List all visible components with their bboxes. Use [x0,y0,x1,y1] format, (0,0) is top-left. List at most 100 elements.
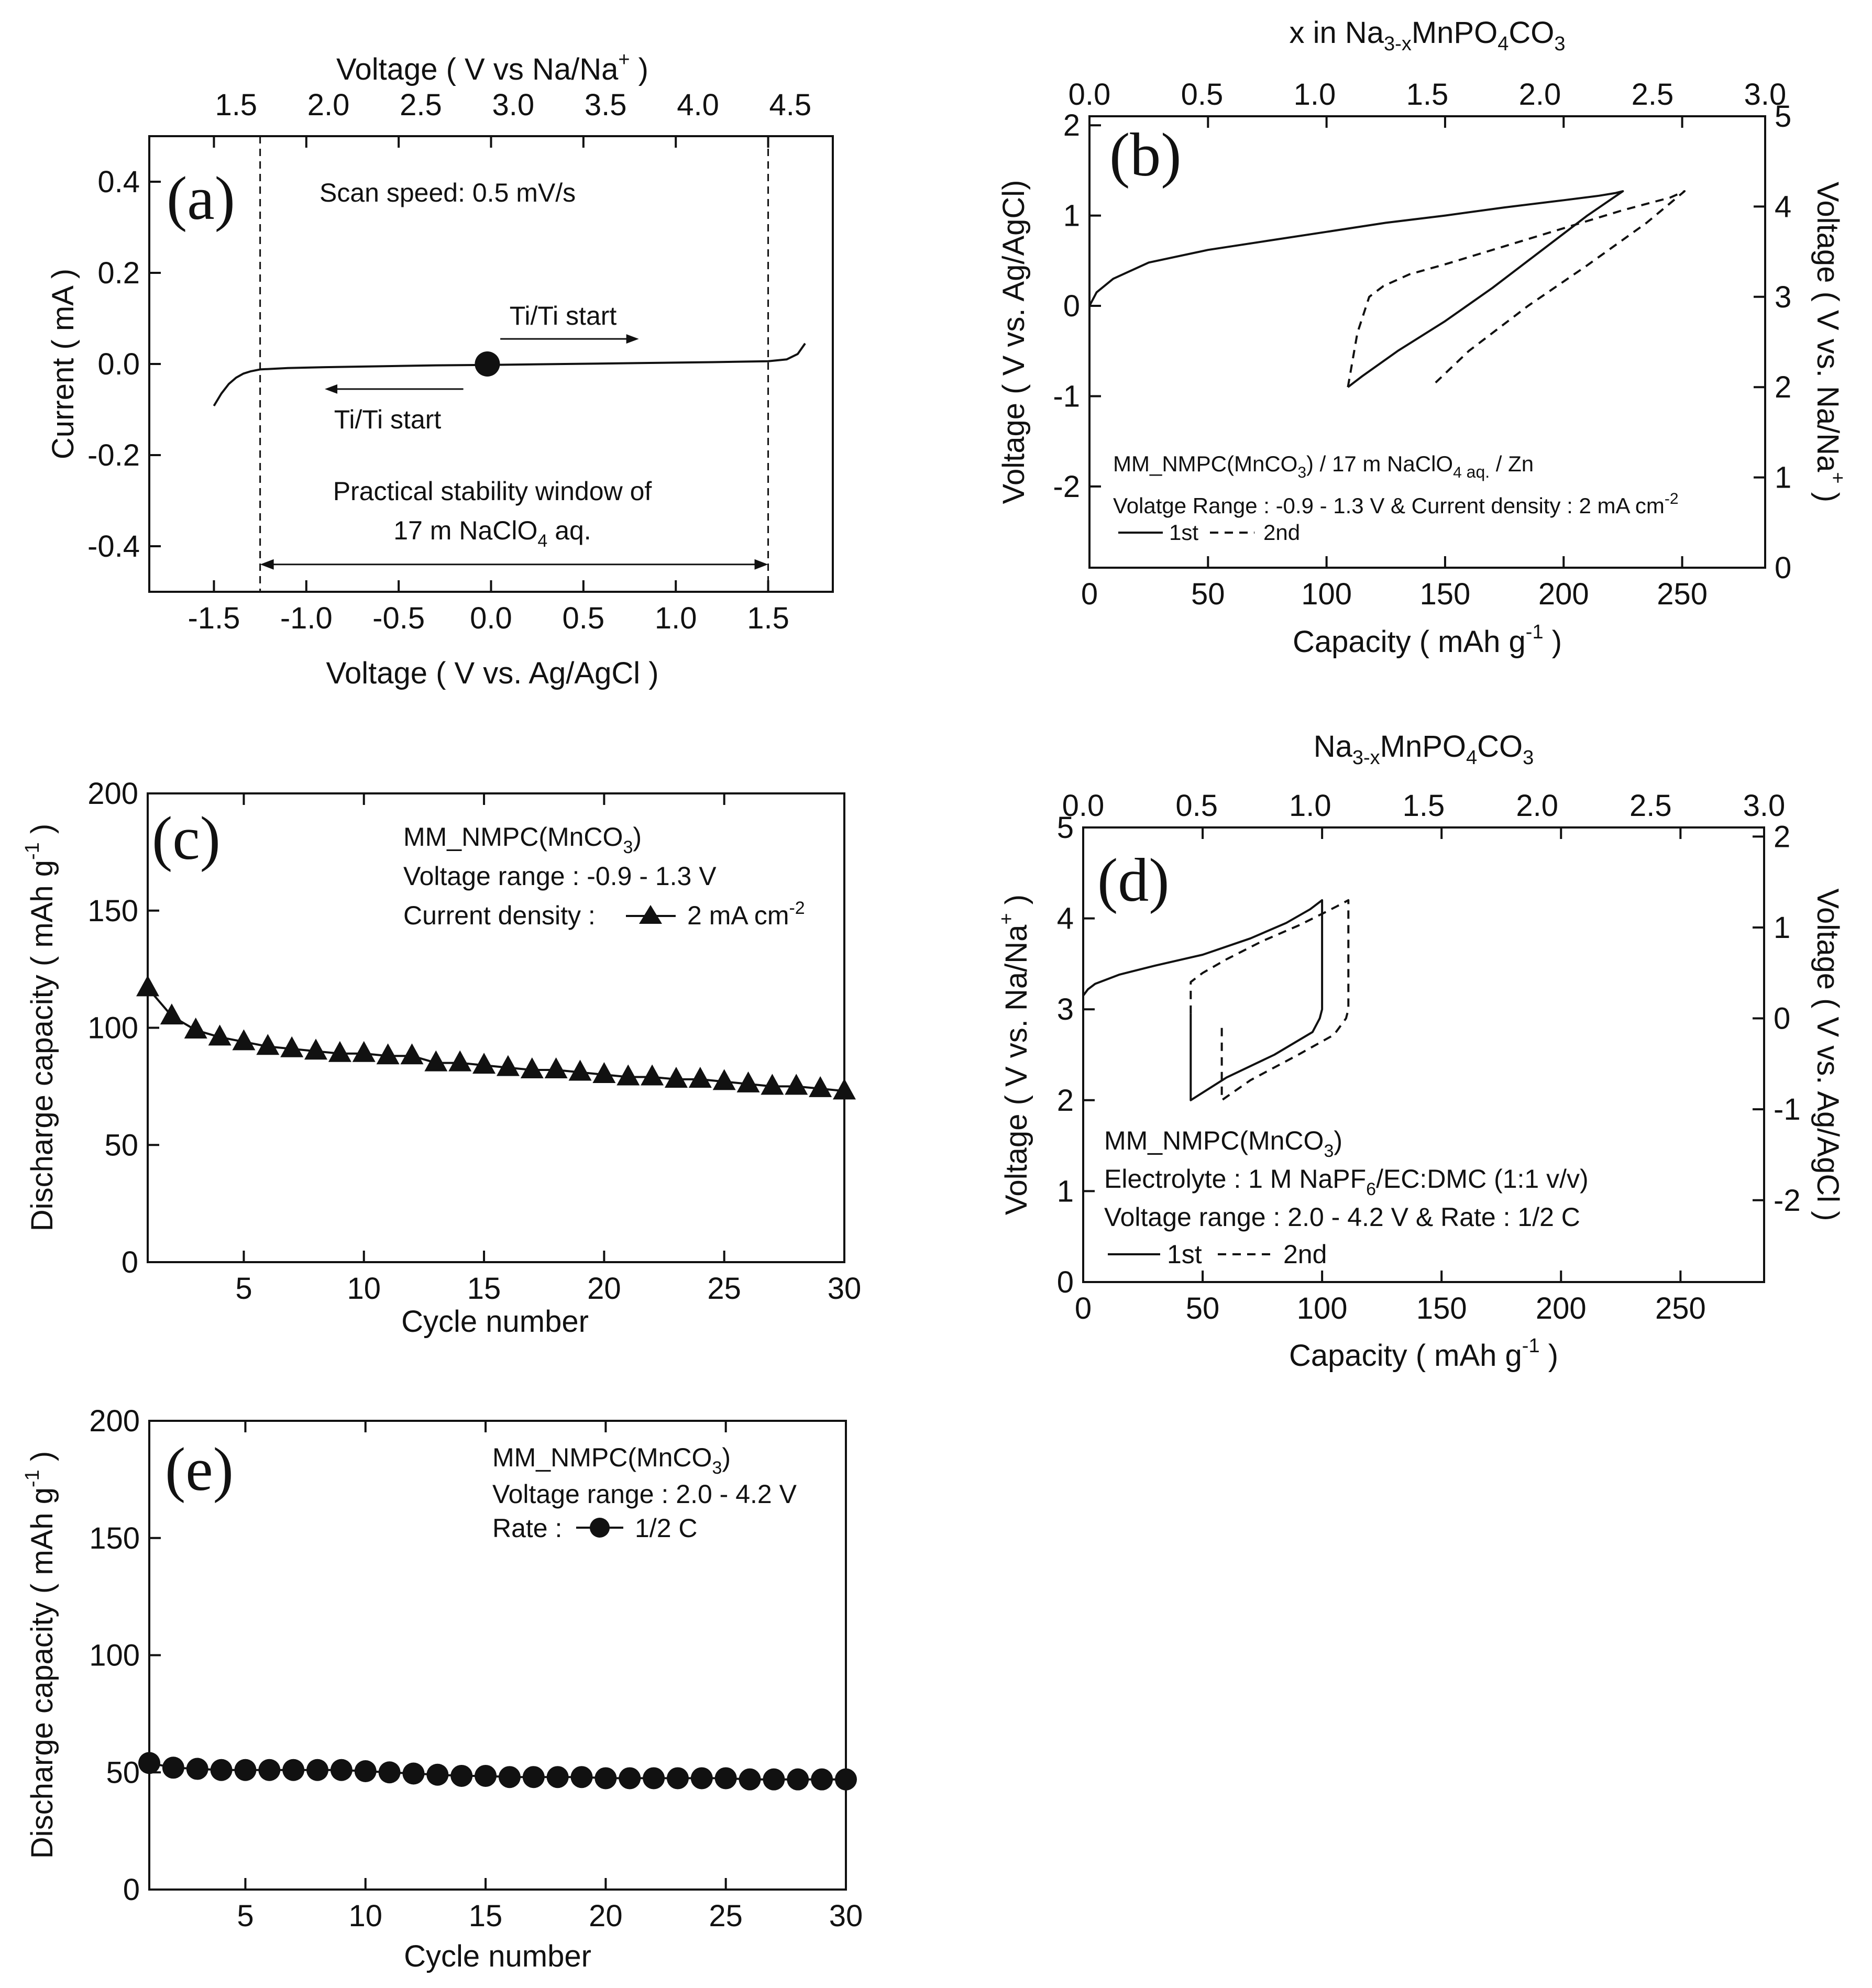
capacity-point-circle [426,1763,449,1786]
y-tick-label: -1 [1053,379,1080,413]
panel-e-marks [138,1752,857,1791]
series-1st-line [1082,899,1324,1101]
panel-e-legend-material: MM_NMPC(MnCO3) [492,1443,731,1478]
y-tick-label: 4 [1057,902,1074,936]
top-tick-label: 0.5 [1175,789,1218,823]
panel-d: 0 50 100 150 200 250 0 1 2 3 4 5 -2 -1 0 1 2 0.0 0.5 1.0… [996,730,1845,1373]
panel-e-legend-range: Voltage range : 2.0 - 4.2 V [492,1479,797,1509]
top-tick-label: 4.5 [769,88,812,122]
panel-c-legend-triangle [639,905,662,924]
panel-a-x-axis-label: Voltage ( V vs. Ag/AgCl ) [326,656,658,690]
top-tick-label: 4.0 [677,88,719,122]
y-tick-label: 0 [123,1873,140,1907]
capacity-point-circle [162,1757,184,1779]
panel-d-legend-1st: 1st [1167,1240,1202,1269]
top-tick-label: 2.5 [400,88,442,122]
panel-c-x-axis-label: Cycle number [401,1305,589,1339]
y-tick-label: 1 [1057,1174,1074,1208]
panel-e-letter: (e) [165,1435,234,1504]
x-tick-label: 10 [347,1272,381,1306]
x-tick-label: -0.5 [372,601,425,635]
panel-a-y-axis-label: Current ( mA ) [46,269,80,459]
panel-a-top-ticks: 1.5 2.0 2.5 3.0 3.5 4.0 4.5 [215,88,811,122]
capacity-point-circle [258,1759,281,1781]
capacity-point-circle [282,1759,305,1781]
x-tick-label: 30 [829,1899,863,1933]
panel-e-y-ticks: 0 50 100 150 200 [89,1404,161,1907]
panel-b-top-ticks: 0.0 0.5 1.0 1.5 2.0 2.5 3.0 [1069,78,1787,112]
series-1st-line [1088,190,1624,388]
top-tick-label: 0.0 [1062,789,1105,823]
capacity-point-circle [186,1758,208,1780]
panel-b-right-ticks: 0 1 2 3 4 5 [1754,100,1791,585]
x-tick-label: 250 [1655,1291,1706,1326]
panel-d-x-ticks: 0 50 100 150 200 250 [1075,827,1706,1326]
panel-a-start-left-label: Ti/Ti start [334,405,442,434]
x-tick-label: 100 [1297,1291,1348,1326]
top-tick-label: 2.5 [1629,789,1672,823]
capacity-line [147,987,845,1092]
top-tick-label: 2.0 [307,88,350,122]
y-tick-label: 0 [122,1245,138,1279]
panel-e-legend-rate-label: Rate : [492,1514,562,1543]
panel-b-y-ticks: -2 -1 0 1 2 [1053,108,1101,504]
capacity-point-triangle [352,1041,376,1062]
series-2nd-line [1190,899,1350,1101]
x-tick-label: 20 [587,1272,621,1306]
capacity-point-circle [450,1764,473,1787]
panel-c-letter: (c) [152,804,221,872]
y-tick-label: 0 [1063,289,1080,323]
panel-b-x-ticks: 0 50 100 150 200 250 [1081,116,1708,611]
capacity-point-circle [690,1767,713,1790]
capacity-point-circle [378,1761,401,1784]
right-tick-label: 2 [1774,820,1790,854]
capacity-point-circle [643,1767,665,1790]
panel-c-x-ticks: 5 10 15 20 25 30 [235,793,861,1306]
panel-b: 0 50 100 150 200 250 -2 -1 0 1 2 0 1 2 3 4 5 0.0 0.5 1.0… [997,16,1848,659]
panel-c-y-ticks: 0 50 100 150 200 [87,777,159,1279]
y-tick-label: 0.2 [97,256,140,290]
panel-b-right-axis-label: Voltage ( V vs. Na/Na+ ) [1811,182,1848,502]
panel-d-y-ticks: 0 1 2 3 4 5 [1057,811,1095,1299]
capacity-point-triangle [328,1041,351,1062]
capacity-point-circle [594,1767,617,1790]
panel-b-top-axis-label: x in Na3-xMnPO4CO3 [1290,16,1566,55]
x-tick-label: 20 [589,1899,623,1933]
x-tick-label: 25 [707,1272,741,1306]
x-tick-label: 0 [1081,577,1098,611]
capacity-point-circle [234,1759,257,1781]
y-tick-label: -0.2 [87,438,140,472]
capacity-point-triangle [809,1076,832,1097]
panel-a-start-right-label: Ti/Ti start [510,301,617,330]
x-tick-label: 200 [1538,577,1589,611]
y-tick-label: -0.4 [87,529,140,564]
x-tick-label: 5 [235,1272,252,1306]
right-tick-label: 2 [1775,370,1791,404]
panel-c-legend-range: Voltage range : -0.9 - 1.3 V [403,862,717,891]
capacity-point-circle [546,1766,569,1788]
right-tick-label: 1 [1775,461,1791,495]
capacity-point-circle [354,1760,377,1783]
right-tick-label: 4 [1775,190,1791,224]
panel-d-frame [1082,826,1765,1283]
panel-e-legend-rate: 1/2 C [635,1514,698,1543]
right-tick-label: 1 [1774,911,1790,945]
right-tick-label: 3 [1775,280,1791,314]
top-tick-label: 1.5 [215,88,257,122]
panel-e-x-axis-label: Cycle number [404,1939,591,1973]
x-tick-label: 150 [1416,1291,1467,1326]
right-tick-label: 0 [1774,1002,1790,1036]
y-tick-label: 100 [87,1011,138,1045]
panel-d-legend-material: MM_NMPC(MnCO3) [1104,1126,1342,1161]
capacity-point-triangle [616,1064,640,1086]
panel-e-legend-circle [590,1518,610,1538]
panel-b-legend-1st: 1st [1169,520,1198,545]
y-tick-label: 1 [1063,199,1080,233]
y-tick-label: -2 [1053,470,1080,504]
panel-a-marks [213,136,806,592]
top-tick-label: 1.0 [1294,78,1336,112]
panel-d-top-ticks: 0.0 0.5 1.0 1.5 2.0 2.5 3.0 [1062,789,1786,823]
capacity-point-triangle [520,1057,544,1079]
x-tick-label: 5 [237,1899,254,1933]
y-tick-label: 200 [87,777,138,811]
